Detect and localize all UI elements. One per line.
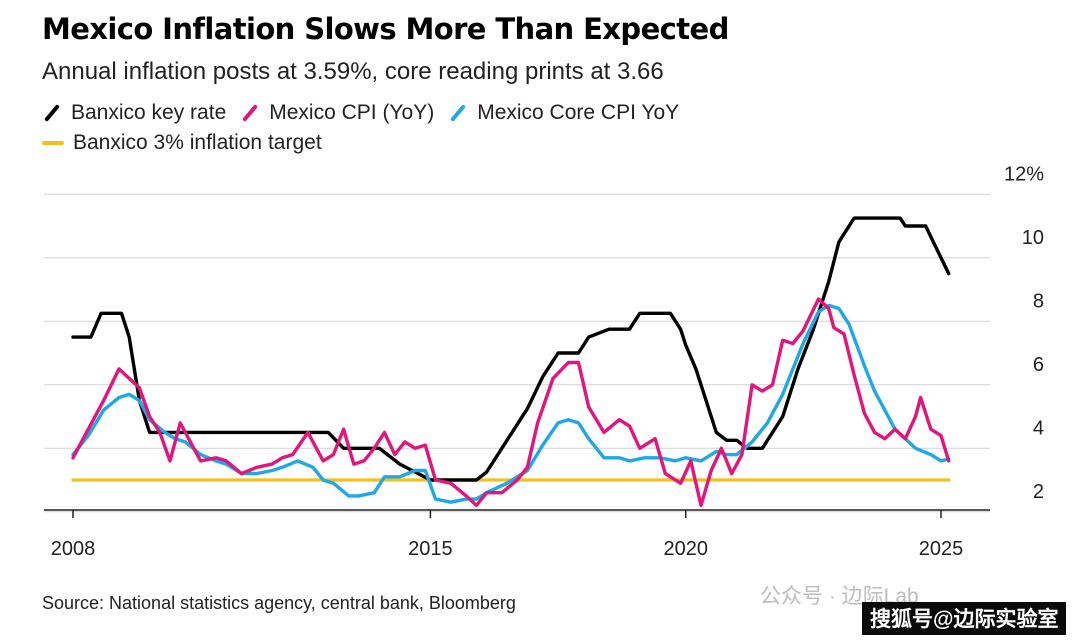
watermark-badge: 搜狐号@边际实验室 [862,602,1067,635]
legend-item-key-rate: Banxico key rate [42,101,226,125]
legend-item-target: Banxico 3% inflation target [42,131,322,155]
chart-subtitle: Annual inflation posts at 3.59%, core re… [42,58,664,85]
y-tick-label: 12% [1004,163,1044,185]
x-tick-label: 2020 [663,538,708,560]
legend-label: Banxico key rate [71,101,227,124]
y-tick-label: 6 [1033,354,1044,376]
x-tick-label: 2015 [408,538,453,560]
flat-swatch-icon [42,141,64,145]
y-tick-label: 4 [1033,417,1044,439]
y-tick-label: 8 [1033,290,1044,312]
y-tick-label: 2 [1033,481,1044,503]
legend-label: Banxico 3% inflation target [73,131,322,154]
legend-item-core-cpi: Mexico Core CPI YoY [448,101,679,125]
x-tick-label: 2008 [51,538,96,560]
legend-item-cpi: Mexico CPI (YoY) [240,101,434,125]
x-tick-label: 2025 [919,538,964,560]
series-line-banxico-key-rate [71,216,951,482]
legend: Banxico key rate Mexico CPI (YoY) Mexico… [42,98,942,158]
y-tick-label: 10 [1022,227,1044,249]
chart-title: Mexico Inflation Slows More Than Expecte… [42,12,729,46]
legend-row-1: Banxico key rate Mexico CPI (YoY) Mexico… [42,98,942,128]
legend-label: Mexico CPI (YoY) [269,101,435,124]
legend-row-2: Banxico 3% inflation target [42,128,942,158]
source-note: Source: National statistics agency, cent… [42,593,516,613]
legend-label: Mexico Core CPI YoY [477,101,680,124]
series-line-mexico-core-cpi-yoy [71,303,951,504]
series-line-mexico-cpi-yoy [71,297,951,508]
